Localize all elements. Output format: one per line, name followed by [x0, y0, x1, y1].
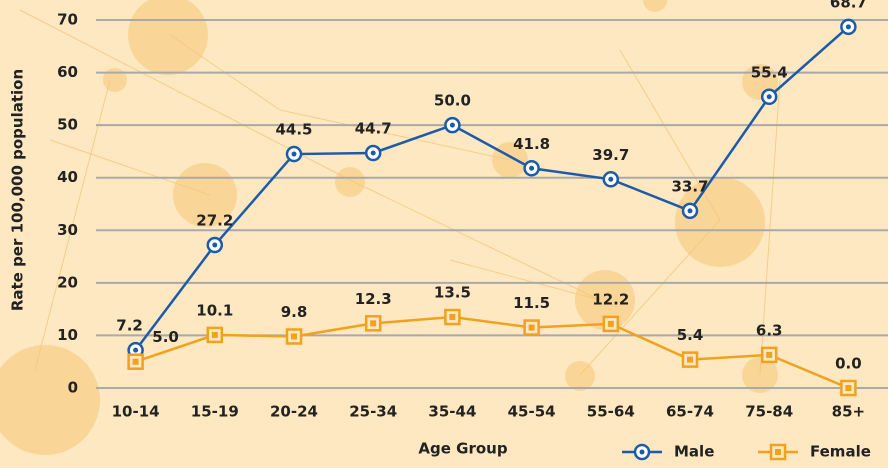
value-label: 39.7 — [592, 146, 629, 164]
value-label: 55.4 — [751, 63, 788, 81]
marker-dot — [211, 331, 218, 338]
x-tick-label: 25-34 — [349, 403, 397, 421]
marker-dot — [133, 347, 139, 353]
marker-dot — [639, 449, 645, 455]
x-tick-label: 55-64 — [587, 403, 635, 421]
y-tick-label: 60 — [57, 63, 78, 81]
marker-dot — [766, 94, 772, 100]
x-tick-label: 75-84 — [745, 403, 793, 421]
marker-dot — [687, 356, 693, 363]
marker-dot — [607, 320, 614, 327]
marker-dot — [370, 320, 377, 327]
marker-dot — [449, 122, 455, 128]
value-label: 11.5 — [513, 294, 550, 312]
value-label: 6.3 — [756, 321, 783, 339]
y-tick-label: 40 — [57, 168, 78, 186]
x-tick-label: 10-14 — [112, 403, 160, 421]
value-label: 9.8 — [281, 303, 308, 321]
series-line — [134, 25, 850, 351]
marker-dot — [529, 165, 535, 171]
legend-label: Male — [674, 443, 714, 461]
series: 7.2 27.2 44.5 44.7 50.0 41.8 39.7 33.7 55.4 68.7 — [116, 0, 867, 359]
marker-dot — [212, 242, 218, 248]
marker-dot — [687, 208, 693, 214]
value-label: 10.1 — [196, 301, 233, 319]
legend-label: Female — [810, 443, 871, 461]
value-label: 5.4 — [677, 326, 704, 344]
y-tick-label: 0 — [68, 379, 78, 397]
value-label: 0.0 — [835, 355, 862, 373]
background-decoration — [0, 0, 781, 455]
series: 5.0 10.1 9.8 12.3 13.5 11.5 12.2 5.4 6.3 0.0 — [127, 284, 862, 397]
y-tick-label: 50 — [57, 116, 78, 134]
value-label: 50.0 — [434, 92, 471, 110]
value-label: 5.0 — [152, 328, 179, 346]
y-tick-label: 30 — [57, 221, 78, 239]
series-line — [135, 315, 849, 390]
marker-dot — [775, 449, 781, 455]
y-tick-label: 10 — [57, 326, 78, 344]
value-label: 13.5 — [434, 284, 471, 302]
marker-dot — [528, 324, 535, 331]
value-label: 7.2 — [116, 317, 143, 335]
marker-dot — [845, 385, 852, 391]
x-tick-label: 45-54 — [508, 403, 556, 421]
x-axis-title: Age Group — [418, 440, 507, 458]
value-label: 44.7 — [355, 120, 392, 138]
value-label: 41.8 — [513, 135, 550, 153]
value-label: 68.7 — [830, 0, 867, 11]
marker-dot — [291, 333, 297, 340]
x-tick-label: 85+ — [832, 403, 865, 421]
y-tick-label: 70 — [57, 11, 78, 29]
x-tick-label: 65-74 — [666, 403, 714, 421]
value-label: 33.7 — [671, 177, 708, 195]
marker-dot — [608, 176, 614, 182]
value-label: 12.2 — [592, 290, 629, 308]
value-label: 27.2 — [196, 212, 233, 230]
value-label: 12.3 — [355, 290, 392, 308]
marker-dot — [132, 358, 139, 365]
marker-dot — [370, 150, 376, 156]
y-tick-label: 20 — [57, 273, 78, 291]
x-tick-label: 35-44 — [428, 403, 476, 421]
x-tick-label: 15-19 — [191, 403, 239, 421]
marker-dot — [845, 24, 851, 30]
value-label: 44.5 — [275, 121, 312, 139]
marker-dot — [766, 351, 773, 358]
x-tick-label: 20-24 — [270, 403, 318, 421]
marker-dot — [449, 314, 456, 321]
marker-dot — [291, 151, 297, 157]
y-axis-title: Rate per 100,000 population — [9, 69, 27, 311]
